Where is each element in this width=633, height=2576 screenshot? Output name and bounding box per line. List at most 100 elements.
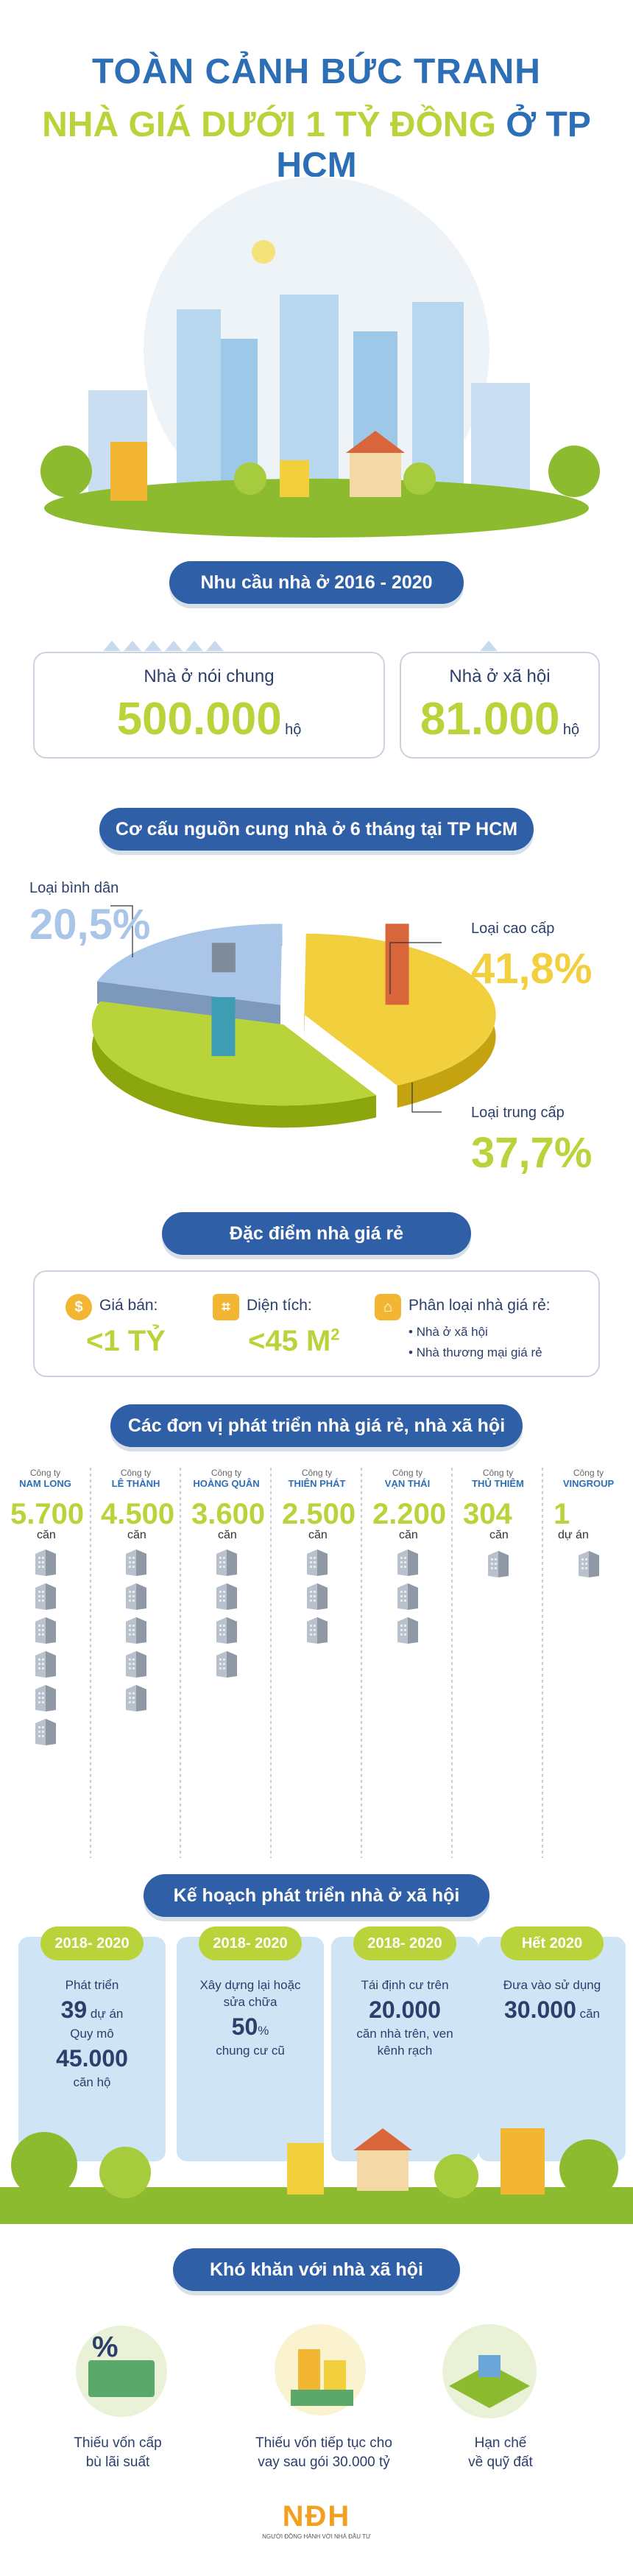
developer-value: 5.700 bbox=[10, 1498, 85, 1530]
plan-card-1-num2: 45.000 bbox=[56, 2045, 128, 2072]
pie-value-trung-cap: 37,7% bbox=[471, 1129, 593, 1177]
developer-company-label: Công ty bbox=[211, 1468, 242, 1478]
developer-company-label: Công ty bbox=[120, 1468, 152, 1478]
demand-social-card: Nhà ở xã hội 81.000 hộ bbox=[400, 652, 600, 759]
plan-card-2-unit1: % bbox=[258, 2023, 269, 2038]
pie-value-binh-dan: 20,5% bbox=[29, 901, 151, 949]
building-icon bbox=[35, 1549, 56, 1576]
plan-card-2-period: 2018- 2020 bbox=[199, 1926, 302, 1960]
house-icons-row bbox=[103, 641, 224, 651]
title-highlight: NHÀ GIÁ DƯỚI 1 TỶ ĐỒNG bbox=[42, 105, 496, 144]
coins-icon bbox=[275, 2324, 366, 2415]
building-icon bbox=[35, 1685, 56, 1711]
building-icon bbox=[35, 1583, 56, 1610]
demand-social-unit: hộ bbox=[562, 722, 580, 738]
building-icon bbox=[35, 1719, 56, 1745]
developer-unit: căn bbox=[399, 1529, 418, 1541]
developer-company-label: Công ty bbox=[301, 1468, 333, 1478]
developer-unit: căn bbox=[127, 1529, 146, 1541]
land-icon bbox=[442, 2324, 537, 2418]
building-icon bbox=[216, 1583, 237, 1610]
building-icon bbox=[216, 1617, 237, 1644]
developer-column: Công ty VINGROUP 1 dự án bbox=[543, 1468, 633, 1577]
plan-card-4-unit1: căn bbox=[579, 2006, 601, 2021]
demand-social-label: Nhà ở xã hội bbox=[449, 666, 551, 686]
developer-unit: căn bbox=[489, 1529, 509, 1541]
plan-card-1-unit1: dự án bbox=[90, 2006, 124, 2021]
developer-name: LÊ THÀNH bbox=[111, 1478, 160, 1489]
plan-card-4: Hết 2020 Đưa vào sử dụng 30.000 căn bbox=[478, 1926, 626, 2161]
plan-card-3: 2018- 2020 Tái định cư trên 20.000 căn n… bbox=[331, 1926, 478, 2161]
demand-general-card: Nhà ở nói chung 500.000 hộ bbox=[33, 652, 385, 759]
developer-column: Công ty VẠN THÁI 2.200 căn bbox=[362, 1468, 453, 1644]
plan-card-3-line2b: kênh rạch bbox=[377, 2044, 433, 2058]
plan-card-1: 2018- 2020 Phát triển 39 dự án Quy mô 45… bbox=[18, 1926, 166, 2161]
pie-slice-side bbox=[91, 1001, 377, 1128]
demand-social-value: 81.000 bbox=[420, 694, 560, 745]
building-icon bbox=[125, 1617, 146, 1644]
developer-company-label: Công ty bbox=[29, 1468, 61, 1478]
developer-name: THỦ THIÊM bbox=[472, 1478, 524, 1489]
developer-unit: dự án bbox=[558, 1529, 589, 1541]
difficulty-3: Hạn chế về quỹ đất bbox=[427, 2434, 574, 2471]
difficulty-1-line1: Thiếu vốn cấp bbox=[74, 2435, 162, 2451]
house-icon bbox=[480, 641, 498, 651]
area-label: Diện tích: bbox=[247, 1297, 312, 1314]
difficulty-2: Thiếu vốn tiếp tục cho vay sau gói 30.00… bbox=[236, 2434, 412, 2471]
building-icon bbox=[578, 1551, 599, 1577]
plan-card-4-num1: 30.000 bbox=[503, 1996, 576, 2023]
features-card: $ Giá bán: <1 TỶ ⌗ Diện tích: <45 M2 ⌂ P… bbox=[33, 1270, 600, 1377]
money-percent-icon: % bbox=[76, 2326, 167, 2417]
building-icon bbox=[35, 1651, 56, 1678]
area-value: <45 M2 bbox=[248, 1325, 340, 1358]
page-title-line1: TOÀN CẢNH BỨC TRANH bbox=[92, 52, 541, 91]
building-icon bbox=[397, 1617, 418, 1644]
developer-value: 1 bbox=[554, 1498, 570, 1530]
difficulty-1-line2: bù lãi suất bbox=[85, 2454, 150, 2470]
developer-value: 2.200 bbox=[372, 1498, 447, 1530]
building-icon bbox=[125, 1651, 146, 1678]
developers-heading: Các đơn vị phát triển nhà giá rẻ, nhà xã… bbox=[110, 1404, 523, 1447]
building-icon bbox=[125, 1549, 146, 1576]
dollar-icon: $ bbox=[66, 1294, 92, 1320]
building-icon bbox=[125, 1583, 146, 1610]
plan-card-2-line1: Xây dựng lại hoặc bbox=[199, 1978, 301, 1992]
area-value-text: <45 M bbox=[248, 1325, 331, 1357]
developer-company-label: Công ty bbox=[573, 1468, 604, 1478]
plan-heading: Kế hoạch phát triển nhà ở xã hội bbox=[144, 1874, 489, 1917]
developer-name: NAM LONG bbox=[19, 1478, 71, 1489]
plan-card-3-num1: 20.000 bbox=[369, 1996, 441, 2023]
city-illustration bbox=[40, 177, 600, 538]
developer-value: 2.500 bbox=[282, 1498, 356, 1530]
developer-column: Công ty THỦ THIÊM 304 căn bbox=[453, 1468, 543, 1577]
plan-card-1-line2: Quy mô bbox=[70, 2027, 114, 2041]
title-location: Ở TP HCM bbox=[276, 105, 591, 185]
difficulties-heading: Khó khăn với nhà xã hội bbox=[173, 2248, 460, 2291]
features-heading: Đặc điểm nhà giá rẻ bbox=[162, 1212, 471, 1255]
building-icon bbox=[306, 1549, 328, 1576]
pie-slice-1 bbox=[304, 933, 496, 1086]
developer-value: 304 bbox=[463, 1498, 512, 1530]
pie-building-icon bbox=[211, 943, 236, 973]
plan-card-1-line1: Phát triển bbox=[65, 1978, 119, 1992]
building-icon bbox=[125, 1685, 146, 1711]
developer-unit: căn bbox=[218, 1529, 237, 1541]
developer-name: HOÀNG QUÂN bbox=[193, 1478, 260, 1489]
plan-card-1-period: 2018- 2020 bbox=[40, 1926, 144, 1960]
developer-column: Công ty HOÀNG QUÂN 3.600 căn bbox=[181, 1468, 272, 1678]
types-item-2-text: Nhà thương mại giá rẻ bbox=[416, 1345, 542, 1359]
plan-card-3-line2: căn nhà trên, ven bbox=[356, 2027, 453, 2041]
demand-general-label: Nhà ở nói chung bbox=[144, 666, 275, 686]
building-icon bbox=[216, 1549, 237, 1576]
house-type-icon: ⌂ bbox=[375, 1294, 401, 1320]
developer-name: VINGROUP bbox=[562, 1478, 615, 1489]
plan-card-2-num1: 50 bbox=[231, 2013, 258, 2040]
pie-label-cao-cap: Loại cao cấp bbox=[471, 921, 555, 937]
footer-logo: NĐH NGƯỜI ĐỒNG HÀNH VỚI NHÀ ĐẦU TƯ bbox=[0, 2500, 633, 2540]
building-icon bbox=[397, 1583, 418, 1610]
price-label: Giá bán: bbox=[99, 1297, 158, 1314]
pie-label-binh-dan: Loại bình dân bbox=[29, 880, 119, 896]
developer-company-label: Công ty bbox=[482, 1468, 514, 1478]
building-icon bbox=[216, 1651, 237, 1678]
plan-card-1-unit2: căn hộ bbox=[73, 2075, 111, 2090]
